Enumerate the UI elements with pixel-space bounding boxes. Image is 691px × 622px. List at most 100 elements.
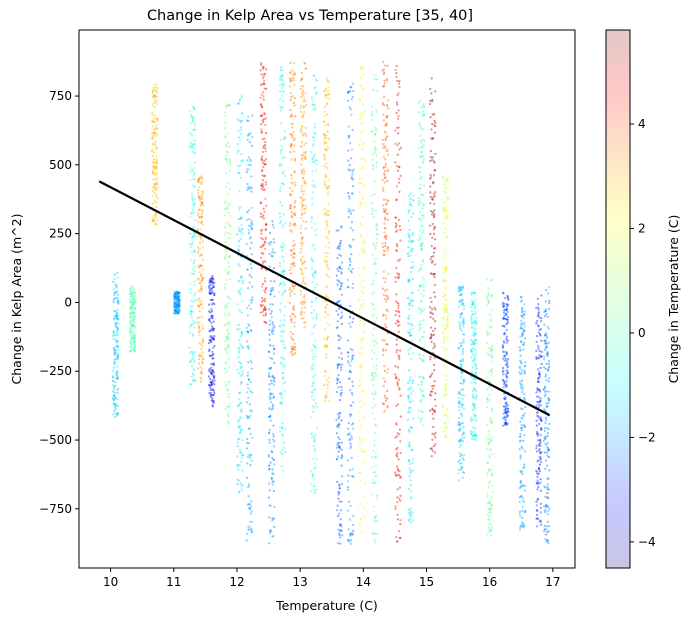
data-point [279,98,282,101]
point-cluster [111,271,120,418]
data-point [226,323,229,326]
data-point [211,357,214,360]
data-point [536,387,539,390]
data-point [441,198,444,202]
data-point [375,342,378,345]
data-point [293,206,296,209]
data-point [350,221,353,224]
data-point [155,89,158,93]
data-point [506,372,509,375]
data-point [387,107,390,110]
data-point [338,533,341,536]
data-point [202,357,205,360]
data-point [227,272,230,275]
data-point [176,299,179,302]
data-point [352,168,355,171]
data-point [409,517,412,521]
data-point [538,328,541,331]
data-point [207,375,210,378]
data-point [246,462,249,465]
data-point [361,216,364,219]
data-point [338,356,341,359]
data-point [398,177,401,180]
data-point [524,337,527,340]
data-point [406,252,409,255]
data-point [434,191,437,194]
data-point [227,366,231,369]
data-point [409,197,412,200]
data-point [386,288,389,291]
data-point [199,371,202,374]
data-point [151,219,154,222]
data-point [228,187,231,190]
data-point [210,287,213,290]
data-point [384,396,387,399]
data-point [175,300,178,303]
data-point [311,362,314,366]
data-point [384,137,387,140]
data-point [239,335,243,338]
data-point [537,312,540,315]
point-cluster [267,220,276,545]
data-point [281,453,284,456]
data-point [522,348,525,351]
data-point [314,272,317,275]
data-point [250,531,253,534]
data-point [188,346,191,349]
data-point [116,357,119,360]
data-point [537,303,540,306]
data-point [131,292,134,295]
data-point [336,378,339,382]
data-point [273,280,276,283]
data-point [362,302,365,305]
data-point [227,421,230,424]
data-point [301,206,304,209]
data-point [472,404,475,407]
data-point [236,464,239,467]
data-point [129,292,132,295]
data-point [236,328,239,331]
data-point [411,381,414,384]
data-point [192,144,195,147]
data-point [210,383,213,386]
data-point [411,379,414,382]
data-point [291,126,294,129]
data-point [116,329,119,332]
data-point [130,295,133,298]
data-point [151,202,155,205]
data-point [432,160,436,163]
data-point [521,516,524,520]
data-point [224,135,227,138]
data-point [409,302,412,305]
data-point [394,373,397,376]
data-point [201,268,205,271]
data-point [506,310,509,313]
data-point [420,151,423,154]
data-point [545,288,548,292]
data-point [324,316,327,319]
data-point [470,299,473,302]
data-point [383,79,386,82]
data-point [193,326,196,329]
data-point [419,187,422,190]
data-point [304,155,307,158]
data-point [299,128,302,131]
data-point [223,257,226,260]
data-point [280,182,283,185]
data-point [265,223,268,226]
data-point [282,378,285,381]
data-point [191,142,194,145]
data-point [247,345,250,348]
data-point [273,326,276,329]
data-point [116,296,119,300]
data-point [420,126,423,130]
data-point [270,254,273,258]
data-point [397,324,400,327]
data-point [174,295,177,298]
data-point [260,128,263,131]
data-point [518,365,521,369]
data-point [371,481,374,484]
data-point [246,188,249,191]
data-point [173,312,176,315]
data-point [224,303,227,306]
